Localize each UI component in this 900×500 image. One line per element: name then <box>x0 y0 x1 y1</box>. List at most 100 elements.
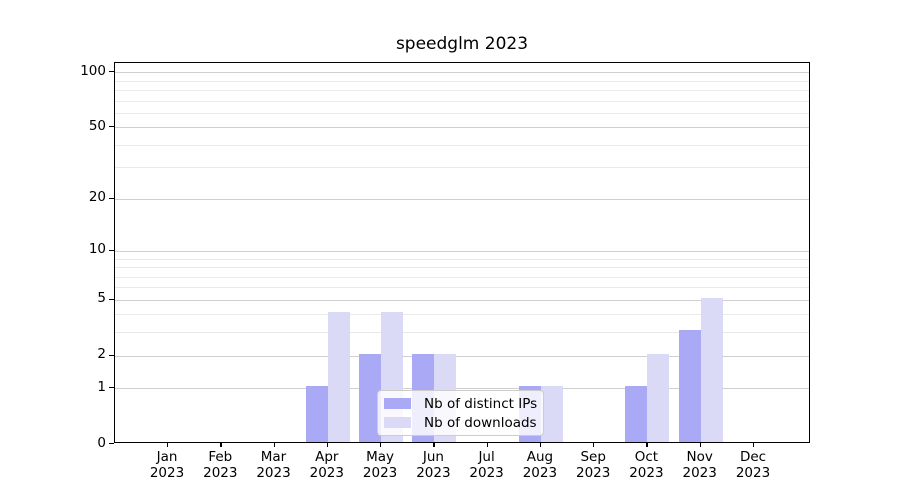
year-label: 2023 <box>362 464 398 481</box>
y-tick-mark <box>109 197 114 199</box>
gridline-major <box>115 198 809 200</box>
legend: Nb of distinct IPs Nb of downloads <box>377 390 544 436</box>
x-tick-mark <box>753 443 755 447</box>
x-tick-mark <box>539 443 542 447</box>
y-tick-label: 2 <box>97 346 106 362</box>
gridline-minor <box>115 144 809 146</box>
y-tick-mark <box>109 249 114 252</box>
y-tick-mark <box>109 298 114 300</box>
bar-nb-of-downloads-aug <box>540 386 563 442</box>
x-tick-mark <box>699 443 701 447</box>
x-tick-label-aug: Aug 2023 <box>512 449 568 481</box>
month-label: Mar <box>260 449 287 465</box>
gridline-minor <box>115 332 809 334</box>
gridline-major <box>115 355 809 357</box>
gridline-minor <box>115 276 809 278</box>
month-label: Dec <box>739 449 767 465</box>
y-tick-label: 100 <box>80 62 106 79</box>
gridline-minor <box>115 90 809 91</box>
x-tick-mark <box>220 443 222 447</box>
year-label: 2023 <box>256 464 291 481</box>
month-label: Aug <box>526 449 554 465</box>
x-tick-label-dec: Dec 2023 <box>725 449 781 481</box>
month-label: Jun <box>422 449 444 465</box>
bar-nb-of-downloads-nov <box>700 297 723 442</box>
gridline-minor <box>115 267 809 268</box>
gridline-major <box>115 127 809 129</box>
bar-nb-of-distinct-ips-nov <box>678 330 701 442</box>
x-tick-label-jul: Jul 2023 <box>459 449 515 481</box>
month-label: May <box>366 449 395 465</box>
year-label: 2023 <box>309 464 344 481</box>
month-label: Apr <box>315 449 339 465</box>
legend-swatch-downloads <box>384 417 411 428</box>
y-tick-label: 20 <box>88 189 106 206</box>
year-label: 2023 <box>416 464 451 481</box>
x-tick-label-mar: Mar 2023 <box>246 449 302 481</box>
gridline-major <box>115 250 809 252</box>
bar-nb-of-distinct-ips-apr <box>305 386 328 442</box>
year-label: 2023 <box>203 464 238 481</box>
gridline-major <box>115 72 809 74</box>
x-tick-mark <box>486 443 488 447</box>
month-label: Nov <box>686 449 713 465</box>
legend-row-downloads: Nb of downloads <box>384 415 537 431</box>
legend-label-downloads: Nb of downloads <box>424 414 537 431</box>
gridline-major <box>115 388 809 390</box>
month-label: Feb <box>208 449 233 465</box>
gridline-major <box>115 299 809 301</box>
bar-nb-of-distinct-ips-oct <box>625 386 648 442</box>
x-tick-label-may: May 2023 <box>352 449 408 481</box>
x-tick-mark <box>380 443 382 447</box>
x-tick-label-oct: Oct 2023 <box>618 449 674 481</box>
x-tick-label-sep: Sep 2023 <box>565 449 621 481</box>
x-tick-label-apr: Apr 2023 <box>299 449 355 481</box>
bar-nb-of-downloads-oct <box>647 353 670 442</box>
gridline-minor <box>115 80 809 82</box>
gridline-minor <box>115 287 809 289</box>
legend-row-distinct-ips: Nb of distinct IPs <box>384 396 537 412</box>
legend-swatch-distinct-ips <box>384 398 411 409</box>
x-tick-mark <box>167 443 169 447</box>
y-tick-mark <box>109 443 114 445</box>
gridline-minor <box>115 167 809 169</box>
bar-nb-of-distinct-ips-may <box>359 353 382 442</box>
plot-area <box>114 62 810 443</box>
month-label: Jul <box>478 449 495 465</box>
y-tick-label: 10 <box>88 241 106 258</box>
year-label: 2023 <box>149 464 185 481</box>
x-tick-mark <box>646 443 648 447</box>
year-label: 2023 <box>576 464 611 481</box>
year-label: 2023 <box>682 464 717 481</box>
y-tick-label: 0 <box>97 434 106 451</box>
y-tick-mark <box>109 71 114 73</box>
x-tick-label-nov: Nov 2023 <box>672 449 728 481</box>
month-label: Jan <box>156 449 178 465</box>
gridline-minor <box>115 100 809 102</box>
x-tick-mark <box>273 443 275 447</box>
year-label: 2023 <box>629 464 664 481</box>
y-tick-label: 5 <box>97 290 106 307</box>
year-label: 2023 <box>522 464 558 481</box>
y-tick-label: 1 <box>97 378 106 395</box>
x-tick-label-jun: Jun 2023 <box>405 449 461 481</box>
x-tick-label-feb: Feb 2023 <box>192 449 248 481</box>
x-tick-label-jan: Jan 2023 <box>139 449 195 481</box>
chart-title: speedglm 2023 <box>395 34 529 54</box>
gridline-minor <box>115 112 809 114</box>
gridline-minor <box>115 258 809 260</box>
month-label: Oct <box>634 449 659 465</box>
year-label: 2023 <box>735 464 771 481</box>
x-tick-mark <box>326 443 329 447</box>
x-tick-mark <box>433 443 435 447</box>
y-tick-mark <box>109 126 114 128</box>
year-label: 2023 <box>469 464 504 481</box>
x-tick-mark <box>593 443 595 447</box>
month-label: Sep <box>580 449 606 465</box>
bar-nb-of-downloads-apr <box>327 312 350 442</box>
y-tick-label: 50 <box>88 117 106 134</box>
gridline-minor <box>115 314 809 316</box>
y-tick-mark <box>109 387 114 389</box>
y-tick-mark <box>109 354 114 356</box>
